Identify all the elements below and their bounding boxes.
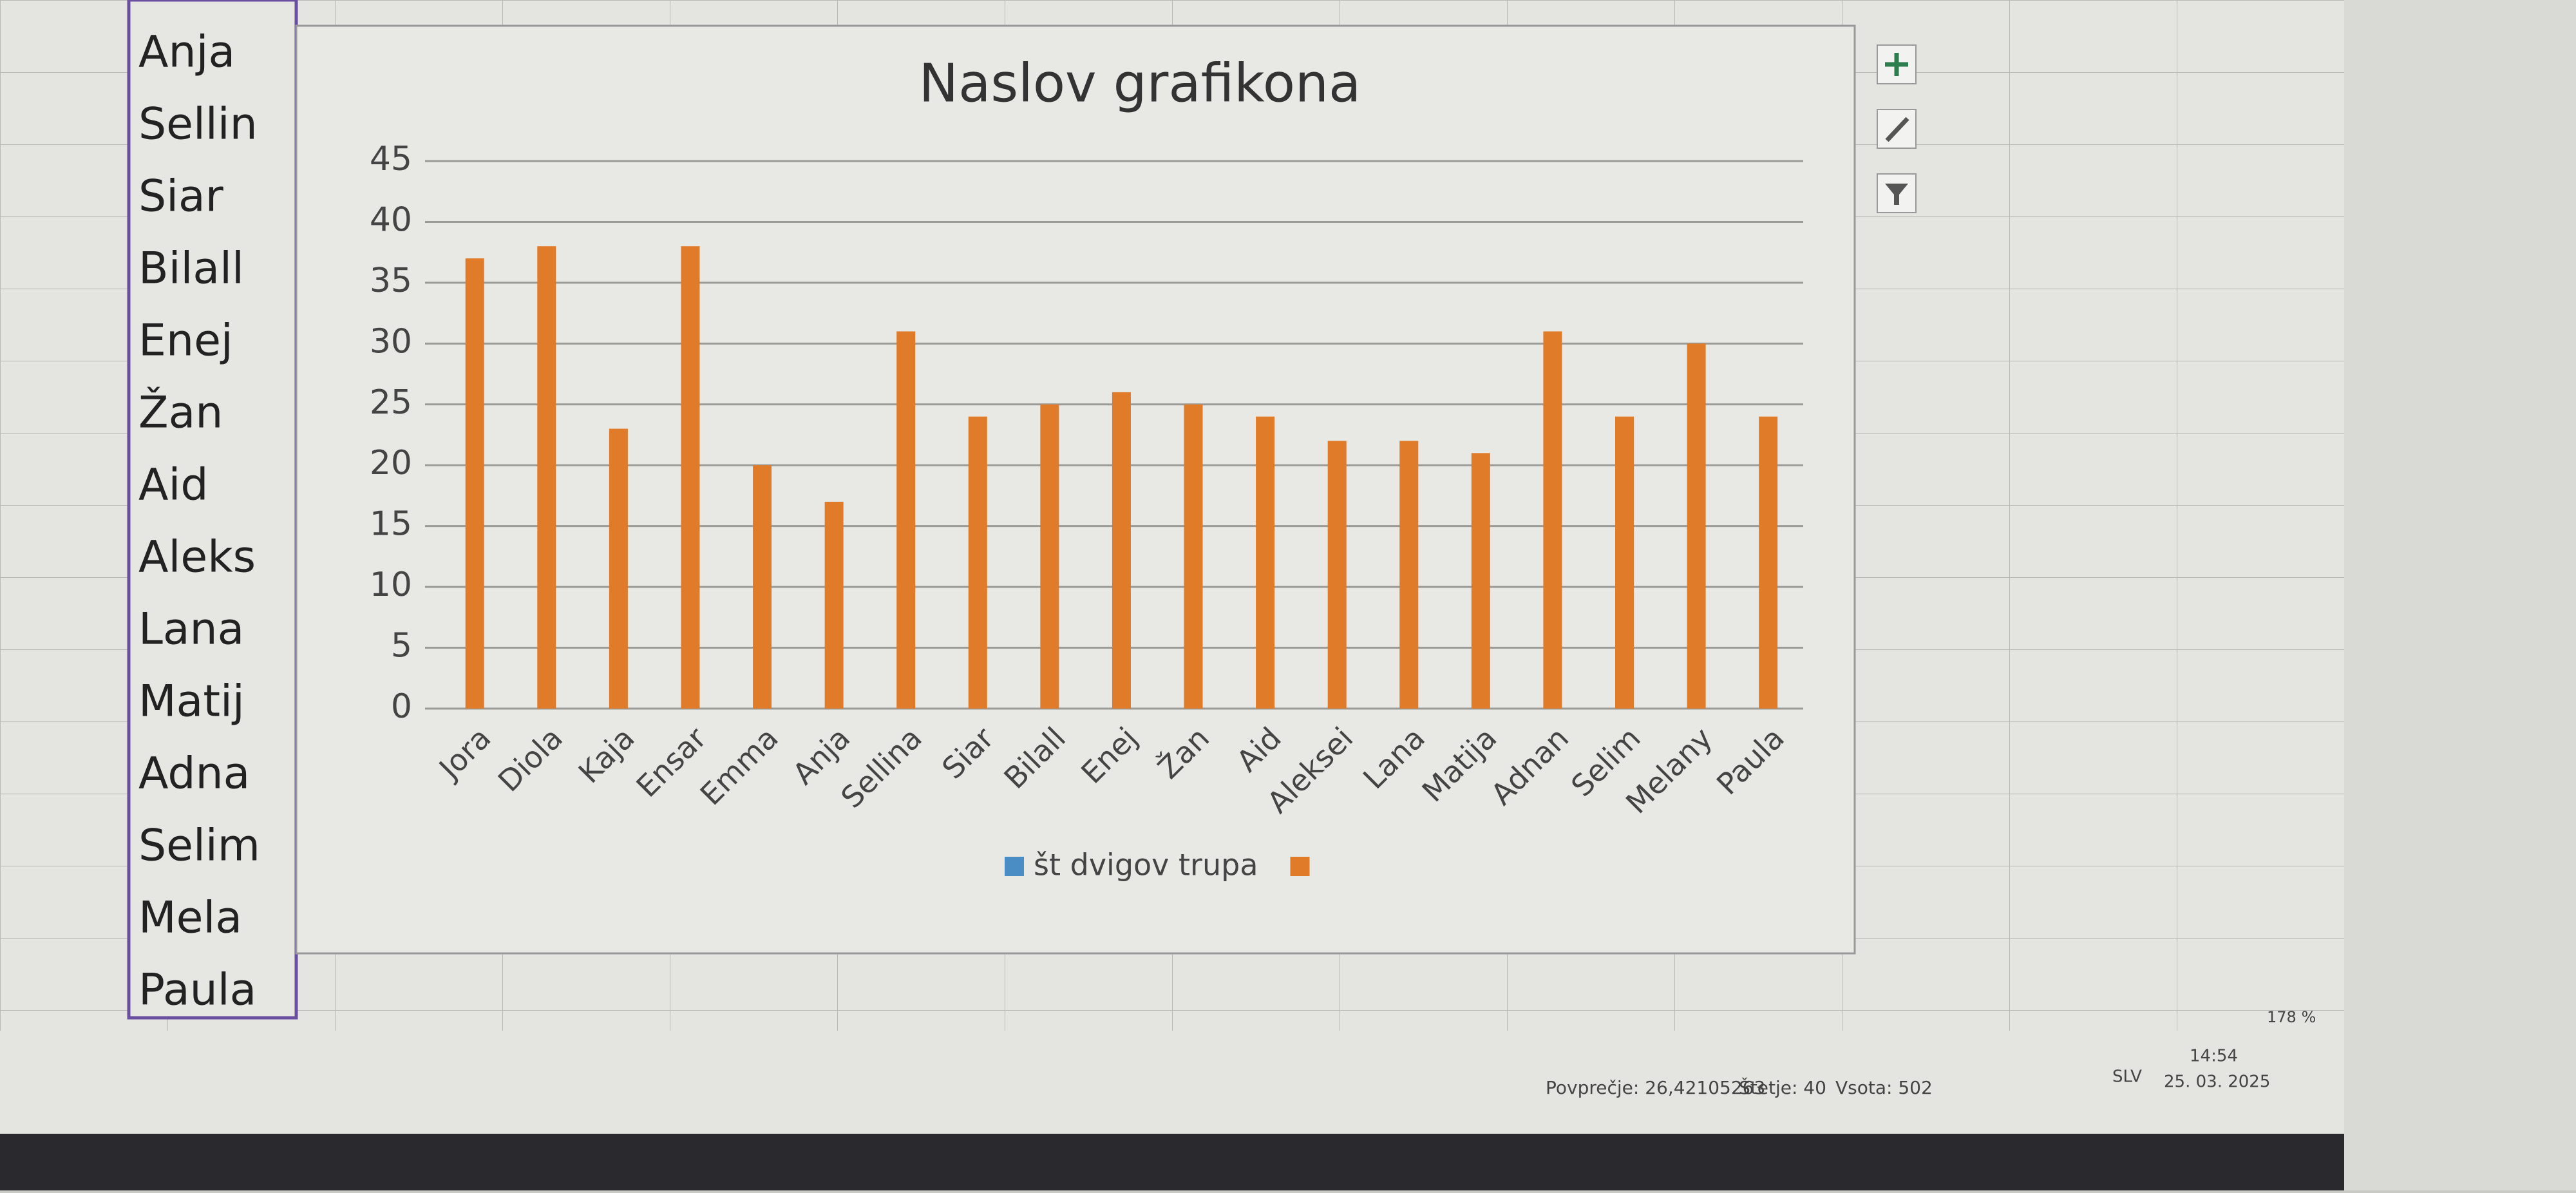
- name-column: [127, 0, 298, 1020]
- bar: [896, 331, 916, 709]
- chart-buttons[interactable]: [1877, 44, 1917, 213]
- y-tick-label: 40: [370, 200, 412, 239]
- y-tick-label: 20: [370, 444, 412, 482]
- bar: [1759, 416, 1778, 709]
- status-bar: [0, 1031, 2344, 1134]
- sheet-name: Lana: [138, 604, 244, 655]
- legend-swatch: [1290, 857, 1310, 876]
- legend-label: št dvigov trupa: [1034, 848, 1258, 883]
- y-tick-label: 0: [391, 687, 412, 726]
- bar: [1327, 441, 1347, 709]
- y-tick-label: 30: [370, 322, 412, 361]
- clock-time: 14:54: [2190, 1047, 2238, 1066]
- bar: [1471, 453, 1490, 709]
- sheet-name: Matij: [138, 676, 245, 727]
- sheet-name: Aid: [138, 460, 209, 511]
- sheet-name: Paula: [138, 965, 256, 1016]
- y-tick-label: 5: [391, 627, 412, 665]
- name-list: Anja Sellin Siar Bilall Enej Žan Aid Aleks Lana M…: [138, 27, 260, 1016]
- chart-title: Naslov grafikona: [919, 53, 1361, 114]
- plus-icon: [1885, 53, 1908, 76]
- status-count: Štetje: 40: [1739, 1076, 1826, 1098]
- taskbar: [0, 1134, 2344, 1190]
- filter-icon: [1885, 184, 1908, 205]
- sheet-name: Bilall: [138, 243, 244, 294]
- bar: [753, 465, 772, 709]
- chart-area: [295, 24, 1856, 955]
- status-sum: Vsota: 502: [1835, 1077, 1933, 1098]
- bar: [465, 258, 484, 709]
- y-tick-label: 25: [370, 383, 412, 422]
- monitor-bezel: [2344, 0, 2576, 1190]
- bar: [1543, 331, 1562, 709]
- sheet-name: Aleks: [138, 532, 256, 583]
- sheet-name: Mela: [138, 893, 242, 944]
- language: SLV: [2112, 1067, 2142, 1087]
- sheet-name: Siar: [138, 171, 223, 222]
- sheet-name: Žan: [138, 387, 223, 439]
- zoom-level: 178 %: [2267, 1008, 2316, 1026]
- brush-icon: [1885, 117, 1909, 142]
- bar: [1040, 404, 1059, 709]
- sheet-name: Enej: [138, 316, 233, 367]
- y-tick-label: 45: [370, 140, 412, 178]
- bar: [824, 501, 844, 709]
- sheet-name: Sellin: [138, 99, 258, 150]
- bar: [1399, 441, 1419, 709]
- bar: [1184, 404, 1203, 709]
- status-average: Povprečje: 26,42105263: [1546, 1077, 1765, 1098]
- bar: [1687, 343, 1706, 709]
- sheet-name: Anja: [138, 27, 235, 78]
- sheet-name: Adna: [138, 749, 250, 799]
- bar: [1615, 416, 1634, 709]
- clock-date: 25. 03. 2025: [2164, 1073, 2270, 1092]
- y-tick-label: 15: [370, 505, 412, 544]
- bar: [1112, 392, 1131, 709]
- y-tick-label: 10: [370, 566, 412, 604]
- bar: [968, 416, 987, 709]
- bar: [681, 246, 700, 709]
- bar: [1256, 416, 1275, 709]
- y-tick-label: 35: [370, 262, 412, 300]
- sheet-name: Selim: [138, 821, 260, 872]
- legend-swatch: [1005, 857, 1024, 876]
- bar: [537, 246, 556, 709]
- bar: [609, 428, 628, 709]
